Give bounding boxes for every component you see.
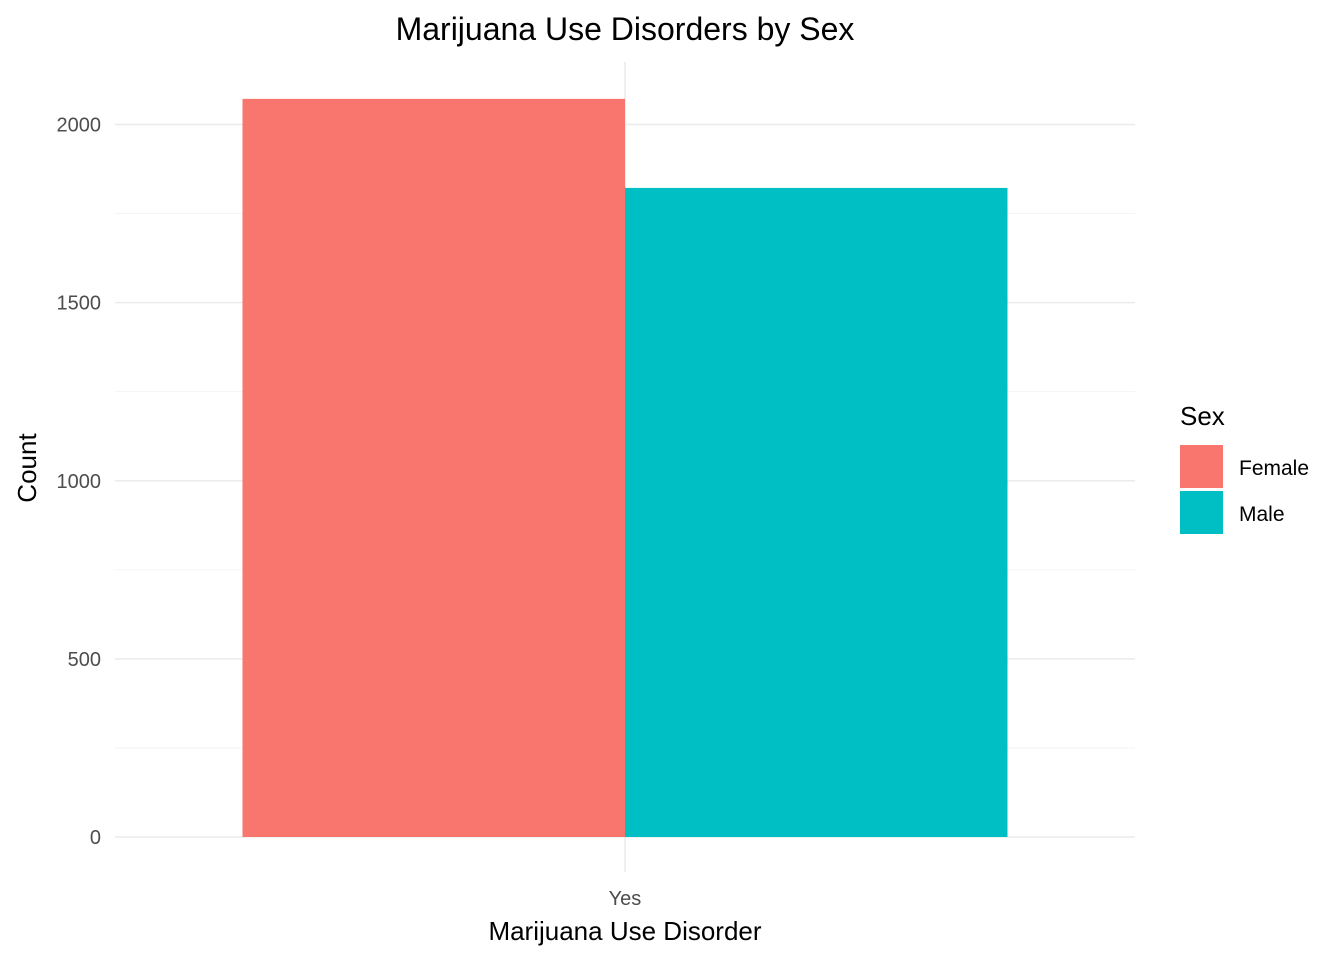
legend-label-female: Female: [1239, 457, 1309, 480]
legend: Sex Female Male: [1180, 401, 1309, 534]
legend-title: Sex: [1180, 401, 1225, 431]
x-axis-ticks: Yes: [609, 888, 642, 910]
legend-swatch-female: [1180, 445, 1223, 488]
y-tick-label: 1000: [57, 471, 102, 493]
x-axis-title: Marijuana Use Disorder: [488, 916, 761, 946]
legend-swatch-male: [1180, 491, 1223, 534]
y-tick-label: 0: [90, 827, 101, 849]
bar-male: [625, 187, 1008, 838]
legend-items: Female Male: [1180, 445, 1309, 534]
x-tick-label: Yes: [609, 888, 642, 910]
bars: [242, 98, 1008, 838]
y-tick-label: 2000: [57, 115, 102, 137]
y-axis-ticks: 0 500 1000 1500 2000: [57, 115, 102, 850]
bar-female: [242, 98, 625, 838]
chart-title: Marijuana Use Disorders by Sex: [396, 11, 855, 47]
legend-label-male: Male: [1239, 503, 1285, 526]
y-tick-label: 500: [68, 649, 101, 671]
y-tick-label: 1500: [57, 293, 102, 315]
y-axis-title: Count: [12, 433, 42, 503]
